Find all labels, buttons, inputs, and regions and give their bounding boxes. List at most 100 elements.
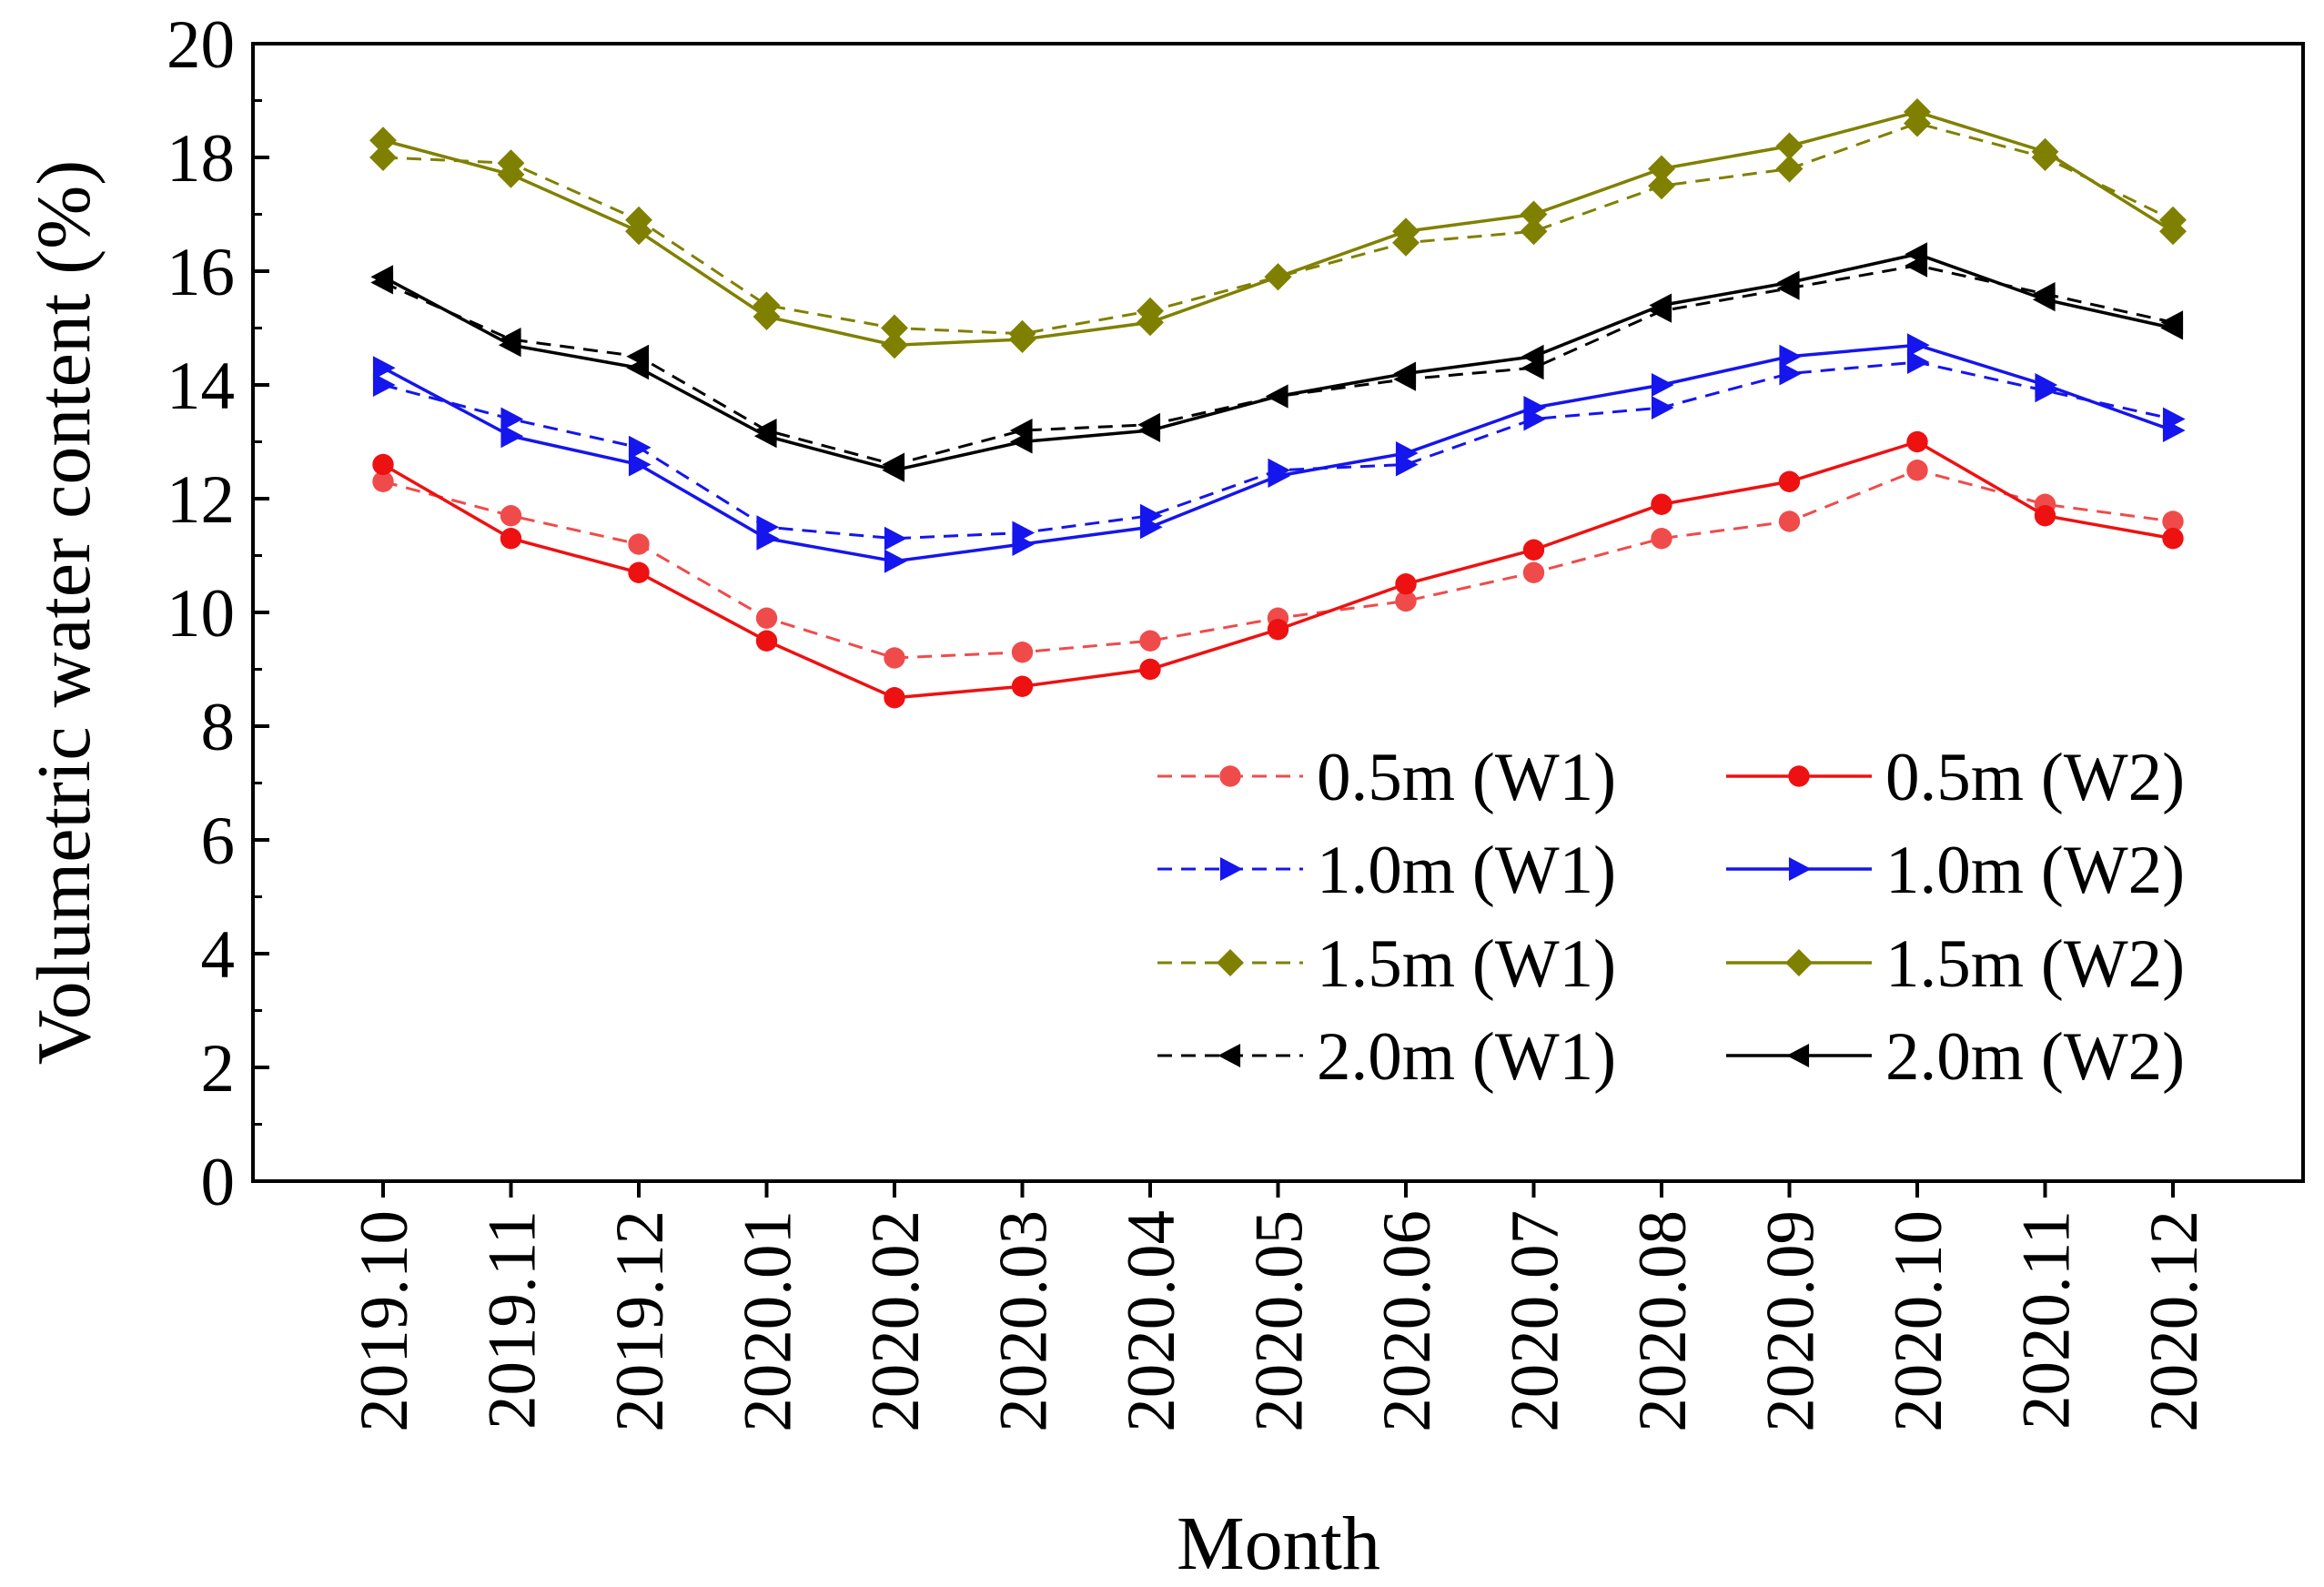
data-point (881, 331, 908, 359)
data-point (884, 687, 905, 709)
data-point (1520, 200, 1548, 228)
data-point (884, 526, 907, 551)
data-point (1651, 396, 1674, 419)
legend-label: 0.5m (W2) (1885, 740, 2185, 815)
data-point (1775, 155, 1804, 183)
data-point (1392, 217, 1420, 246)
series-1-5m-w2 (369, 98, 2187, 359)
data-point (756, 526, 780, 551)
data-point (628, 452, 652, 477)
data-point (1778, 470, 1801, 492)
x-tick-label: 2020.05 (1242, 1210, 1318, 1432)
data-point (628, 561, 650, 583)
legend-label: 1.0m (W1) (1317, 833, 1616, 908)
legend-item: 1.0m (W2) (1726, 833, 2185, 908)
data-point (884, 549, 907, 573)
data-point (1011, 642, 1034, 663)
y-tick-label: 2 (201, 1031, 236, 1107)
data-point (1395, 573, 1417, 595)
x-tick-label: 2020.11 (2009, 1210, 2085, 1430)
data-point (1906, 430, 1928, 453)
data-point (1520, 217, 1548, 246)
data-point (2034, 505, 2056, 527)
data-point (372, 470, 394, 492)
data-point (2162, 419, 2186, 442)
y-tick-label: 12 (167, 462, 235, 538)
series-1-0m-w2 (372, 333, 2186, 573)
legend-marker (1219, 765, 1241, 787)
data-point (884, 647, 905, 669)
data-point (369, 126, 397, 155)
x-tick-label: 2020.09 (1753, 1210, 1829, 1432)
data-point (2159, 217, 2187, 246)
series-layer (369, 98, 2187, 709)
data-point (1651, 528, 1672, 550)
legend-item: 1.5m (W2) (1726, 926, 2185, 1002)
data-point (1523, 396, 1547, 419)
data-point (1264, 263, 1292, 291)
legend-label: 1.0m (W2) (1885, 833, 2185, 908)
legend-marker (1218, 1044, 1241, 1067)
series-line (382, 121, 2174, 336)
data-point (882, 458, 905, 482)
data-point (2162, 528, 2184, 550)
data-point (755, 607, 778, 629)
data-point (370, 265, 394, 289)
y-tick-label: 4 (201, 917, 236, 993)
x-axis-title: Month (1177, 1501, 1380, 1586)
x-tick-label: 2020.02 (858, 1210, 934, 1432)
data-point (1648, 172, 1675, 200)
data-point (1906, 333, 1930, 358)
data-point (372, 373, 396, 397)
data-point (1648, 155, 1675, 183)
x-tick-label: 2020.03 (986, 1210, 1062, 1432)
data-point (1779, 361, 1803, 386)
data-point (1522, 561, 1545, 583)
data-point (1139, 658, 1161, 681)
legend-marker (1219, 857, 1243, 881)
data-point (500, 528, 522, 550)
data-point (2035, 373, 2058, 397)
data-point (497, 160, 525, 188)
data-point (628, 533, 650, 555)
x-tick-label: 2019.10 (347, 1210, 422, 1432)
data-point (626, 356, 650, 380)
series-0-5m-w1 (372, 460, 2184, 669)
legend-label: 2.0m (W2) (1885, 1019, 2185, 1095)
x-tick-label: 2020.07 (1498, 1210, 1573, 1432)
legend-item: 0.5m (W2) (1726, 740, 2185, 815)
data-point (500, 505, 522, 527)
data-point (1139, 515, 1163, 540)
legend-label: 1.5m (W2) (1885, 926, 2185, 1002)
legend-marker (1217, 949, 1244, 976)
legend-label: 2.0m (W1) (1317, 1019, 1616, 1095)
data-point (1905, 242, 1928, 267)
data-point (500, 424, 524, 449)
y-tick-label: 0 (201, 1145, 236, 1220)
x-tick-label: 2020.08 (1625, 1210, 1701, 1432)
y-tick-label: 18 (167, 121, 235, 197)
data-point (1393, 361, 1417, 386)
legend-marker (1785, 949, 1813, 976)
data-point (881, 314, 908, 342)
data-point (372, 356, 396, 380)
legend-item: 1.5m (W1) (1157, 926, 1616, 1002)
data-point (625, 217, 652, 246)
data-point (1395, 590, 1417, 612)
x-tick-label: 2020.04 (1114, 1210, 1189, 1432)
legend-item: 0.5m (W1) (1157, 740, 1616, 815)
legend-item: 2.0m (W1) (1157, 1019, 1616, 1095)
y-tick-label: 6 (201, 804, 236, 879)
data-point (1904, 98, 1931, 126)
data-point (1906, 350, 1930, 374)
data-point (1522, 539, 1545, 561)
data-point (1137, 308, 1164, 337)
data-point (1649, 293, 1672, 318)
data-point (1139, 630, 1161, 652)
legend-marker (1788, 857, 1812, 881)
x-tick-label: 2020.01 (731, 1210, 806, 1432)
data-point (628, 435, 652, 460)
data-point (500, 407, 524, 431)
data-point (1267, 619, 1289, 641)
data-point (2031, 137, 2059, 166)
